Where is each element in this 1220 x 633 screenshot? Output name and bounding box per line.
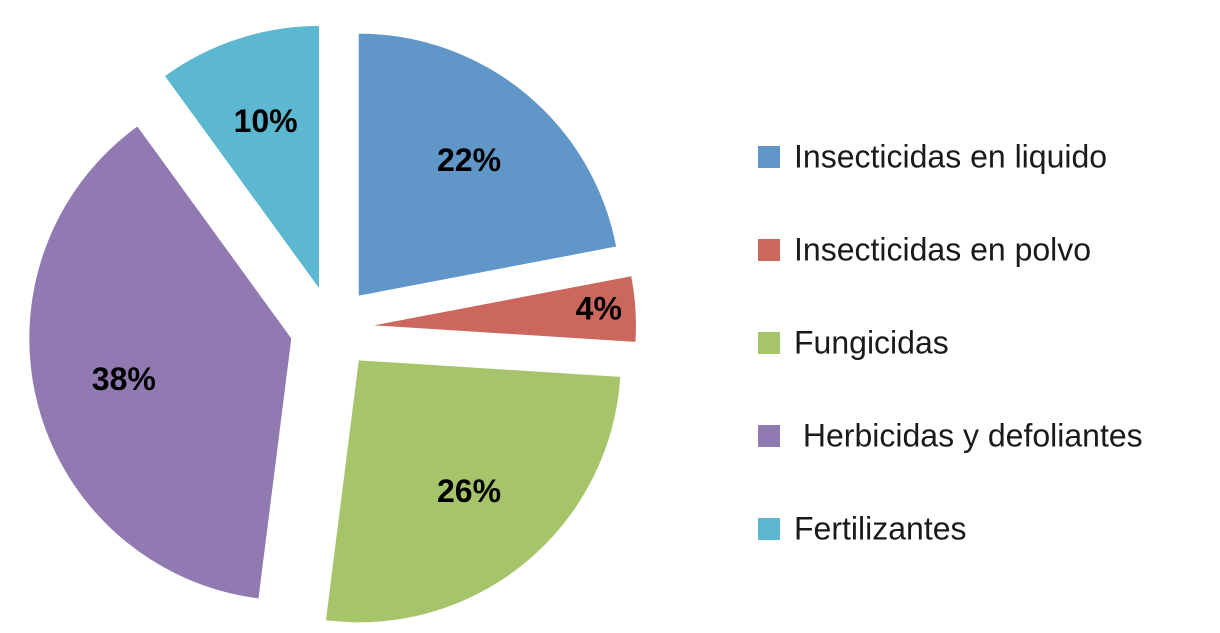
legend-label: Insecticidas en liquido bbox=[794, 138, 1107, 174]
data-label: 4% bbox=[576, 291, 622, 327]
legend-swatch bbox=[758, 332, 780, 354]
legend-swatch bbox=[758, 239, 780, 261]
pie-slice bbox=[29, 126, 292, 599]
legend-label: Insecticidas en polvo bbox=[794, 231, 1091, 267]
data-label: 38% bbox=[92, 361, 156, 397]
legend-label: Fungicidas bbox=[794, 324, 949, 360]
data-label: 26% bbox=[437, 473, 501, 509]
pie-slice bbox=[325, 360, 621, 623]
legend-swatch bbox=[758, 518, 780, 540]
pie-slice bbox=[358, 33, 617, 296]
data-label: 10% bbox=[234, 103, 298, 139]
pie-slice bbox=[373, 276, 636, 342]
legend-label: Fertilizantes bbox=[794, 510, 967, 546]
legend-swatch bbox=[758, 146, 780, 168]
data-label: 22% bbox=[437, 142, 501, 178]
legend-swatch bbox=[758, 425, 780, 447]
legend-label: Herbicidas y defoliantes bbox=[794, 417, 1143, 453]
pie-slice bbox=[165, 26, 320, 289]
